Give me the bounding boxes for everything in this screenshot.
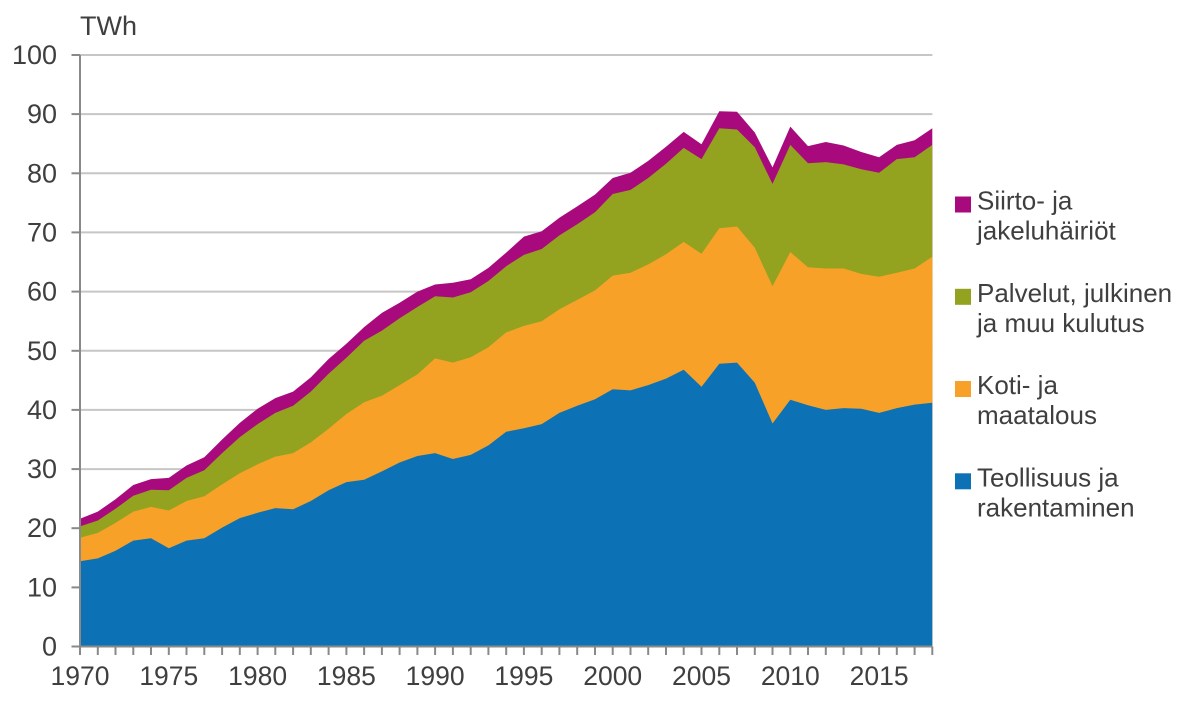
svg-text:1990: 1990 xyxy=(406,661,465,691)
svg-text:60: 60 xyxy=(27,277,57,307)
svg-text:jakeluhäiriöt: jakeluhäiriöt xyxy=(976,216,1117,246)
svg-text:Palvelut, julkinen: Palvelut, julkinen xyxy=(977,278,1172,308)
svg-text:1970: 1970 xyxy=(51,661,110,691)
svg-text:1985: 1985 xyxy=(317,661,376,691)
svg-text:ja muu kulutus: ja muu kulutus xyxy=(976,308,1145,338)
svg-text:2015: 2015 xyxy=(850,661,909,691)
svg-text:40: 40 xyxy=(27,395,57,425)
svg-text:Koti- ja: Koti- ja xyxy=(977,370,1058,400)
svg-text:1995: 1995 xyxy=(494,661,553,691)
svg-text:rakentaminen: rakentaminen xyxy=(977,492,1135,522)
svg-text:90: 90 xyxy=(27,99,57,129)
svg-text:70: 70 xyxy=(27,217,57,247)
svg-text:80: 80 xyxy=(27,158,57,188)
svg-text:Siirto- ja: Siirto- ja xyxy=(977,186,1073,216)
svg-text:Teollisuus ja: Teollisuus ja xyxy=(977,462,1119,492)
svg-text:0: 0 xyxy=(42,632,57,662)
svg-text:2000: 2000 xyxy=(583,661,642,691)
svg-text:20: 20 xyxy=(27,513,57,543)
svg-text:1980: 1980 xyxy=(228,661,287,691)
svg-text:30: 30 xyxy=(27,454,57,484)
svg-text:2010: 2010 xyxy=(761,661,820,691)
svg-text:100: 100 xyxy=(12,40,57,70)
svg-text:maatalous: maatalous xyxy=(977,400,1097,430)
svg-text:50: 50 xyxy=(27,336,57,366)
svg-text:1975: 1975 xyxy=(139,661,198,691)
svg-text:TWh: TWh xyxy=(80,11,137,41)
svg-text:10: 10 xyxy=(27,572,57,602)
svg-text:2005: 2005 xyxy=(672,661,731,691)
